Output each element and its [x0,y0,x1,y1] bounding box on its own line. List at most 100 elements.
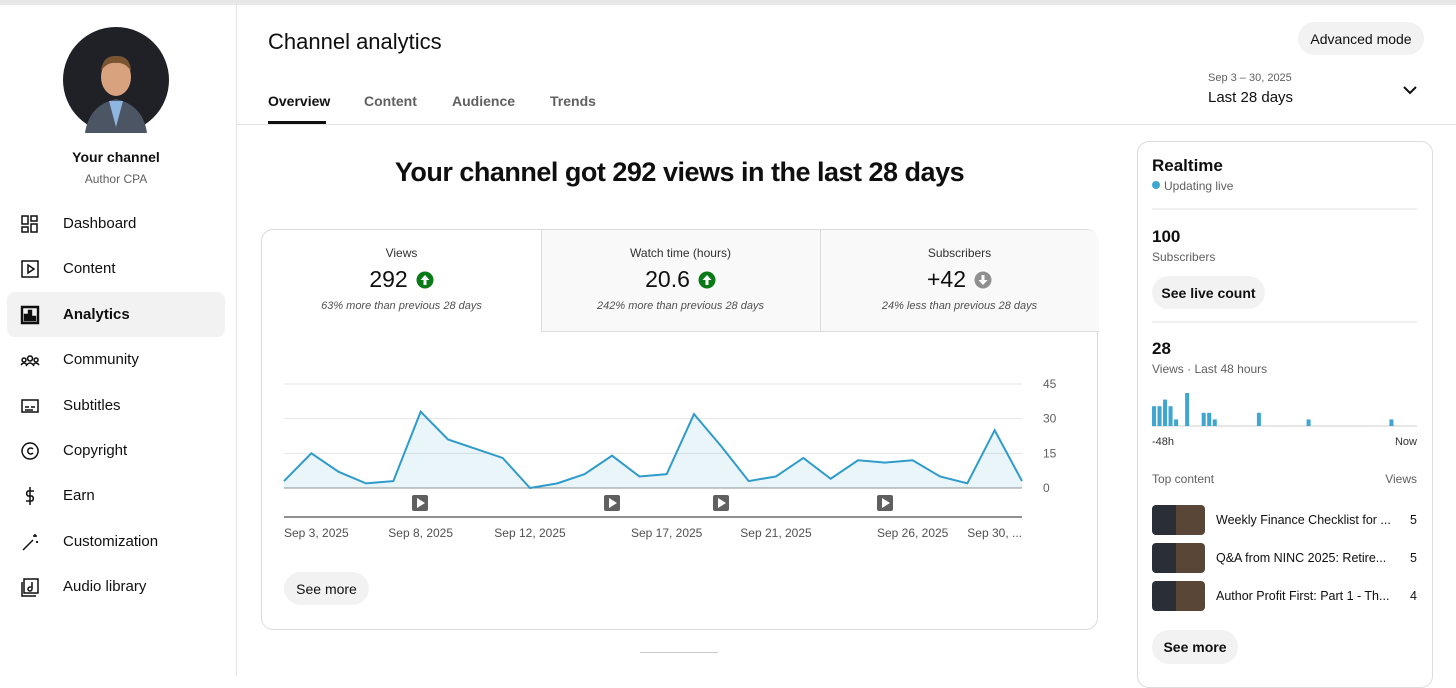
metric-tab[interactable] [820,230,1099,332]
dropdown-chevron[interactable] [1402,84,1418,96]
nav-icon [21,215,38,233]
metric-label: Subscribers [927,246,992,260]
x-tick-label: Sep 3, 2025 [284,526,349,540]
trend-icon [416,271,434,288]
nav-item[interactable]: Subtitles [63,396,121,414]
x-tick-label: Sep 26, 2025 [877,526,949,540]
nav-icon [20,355,40,367]
live-count-button[interactable]: See live count [1152,276,1265,309]
x-tick-label: Sep 17, 2025 [631,526,703,540]
hour-bar [1157,406,1162,426]
metric-tab[interactable] [262,230,540,331]
top-bar [0,0,1456,5]
icon-shape [21,215,38,233]
page-title: Channel analytics [268,29,442,54]
metric-tab[interactable] [541,230,820,332]
icon-shape [25,487,35,506]
metric-note: 242% more than previous 28 days [597,300,764,312]
nav-icon [21,260,39,279]
period[interactable]: Last 28 days [1208,89,1294,106]
metric-label: Watch time (hours) [630,246,731,260]
nav-item[interactable]: Dashboard [63,215,137,232]
icon-shape [22,533,38,551]
y-tick-label: 15 [1043,446,1057,460]
view-count: 28 [1152,339,1171,358]
metric-note: 24% less than previous 28 days [881,300,1038,312]
hour-bar [1389,419,1394,426]
nav-item[interactable]: Copyright [63,442,128,459]
line [283,409,1023,490]
thumbnail[interactable] [1152,505,1205,535]
upload-markers [412,495,893,511]
nav-icon [21,398,39,413]
thumbnail[interactable] [1152,543,1205,573]
realtime-status: Updating live [1164,179,1234,193]
metric-value-row: +42 [820,266,1099,293]
scroll-indicator [640,652,718,653]
y-tick-label: 30 [1043,412,1057,426]
metric-value: +42 [926,266,966,292]
headline: Your channel got 292 views in the last 2… [394,157,965,187]
icon-shape [21,260,39,279]
see-more-button[interactable]: See more [284,572,369,605]
nav-item[interactable]: Customization [63,532,159,550]
nav-icon [22,533,38,551]
trend-arrow [978,274,988,285]
nav-icon [21,442,39,460]
hour-bar [1201,412,1206,426]
hour-bar [1306,419,1311,426]
date-range[interactable]: Sep 3 – 30, 2025 [1208,72,1292,84]
nav-icon [25,487,35,506]
advanced-mode-button[interactable]: Advanced mode [1298,22,1424,55]
subscriber-count: 100 [1152,227,1181,246]
avatar[interactable] [63,27,169,133]
metric-value-row: 292 [262,266,541,293]
header-divider [237,124,1456,125]
hour-bar [1256,412,1261,426]
realtime-see-more[interactable]: See more [1152,630,1238,664]
nav-icon [20,305,40,324]
y-tick-label: 45 [1043,377,1057,391]
upload-marker-icons [417,498,890,508]
tab[interactable]: Content [364,93,417,109]
views-header: Views [1385,472,1417,486]
channel-title: Your channel [72,149,160,165]
nav-highlight [7,291,225,337]
nav-item[interactable]: Earn [63,487,95,505]
hour-bar [1163,399,1168,426]
hour-bar [1168,406,1173,426]
metric-value-row: 20.6 [541,266,820,293]
tab[interactable]: Overview [268,93,331,109]
icon-shape [21,578,39,597]
top-content-label: Top content [1152,472,1215,486]
axis-start: -48h [1152,436,1175,448]
content-views: 5 [1410,551,1417,565]
x-tick-label: Sep 21, 2025 [740,526,812,540]
x-tick-label: Sep 30, ... [967,526,1022,540]
thumbnail[interactable] [1152,581,1205,611]
icon-shape [21,398,39,413]
nav-item[interactable]: Audio library [63,578,147,596]
trend-icon [698,271,716,288]
trend-arrow [420,274,430,285]
tab[interactable]: Trends [550,93,596,109]
hour-bar [1185,393,1190,426]
nav-item[interactable]: Community [63,351,139,369]
nav-item[interactable]: Analytics [63,305,130,323]
content-views: 4 [1410,589,1417,603]
hour-bar [1207,412,1212,426]
nav-icon [21,578,39,597]
icon-shape [20,305,40,324]
nav-item[interactable]: Content [63,260,116,278]
x-tick-label: Sep 12, 2025 [494,526,566,540]
icon-shape [20,355,40,367]
hour-bar [1152,406,1157,426]
subscriber-label: Subscribers [1152,250,1216,264]
trend-icon [974,271,992,288]
tab[interactable]: Audience [452,93,516,109]
tab-underline [268,121,326,124]
hour-bar [1212,419,1217,426]
sidebar [0,5,237,676]
